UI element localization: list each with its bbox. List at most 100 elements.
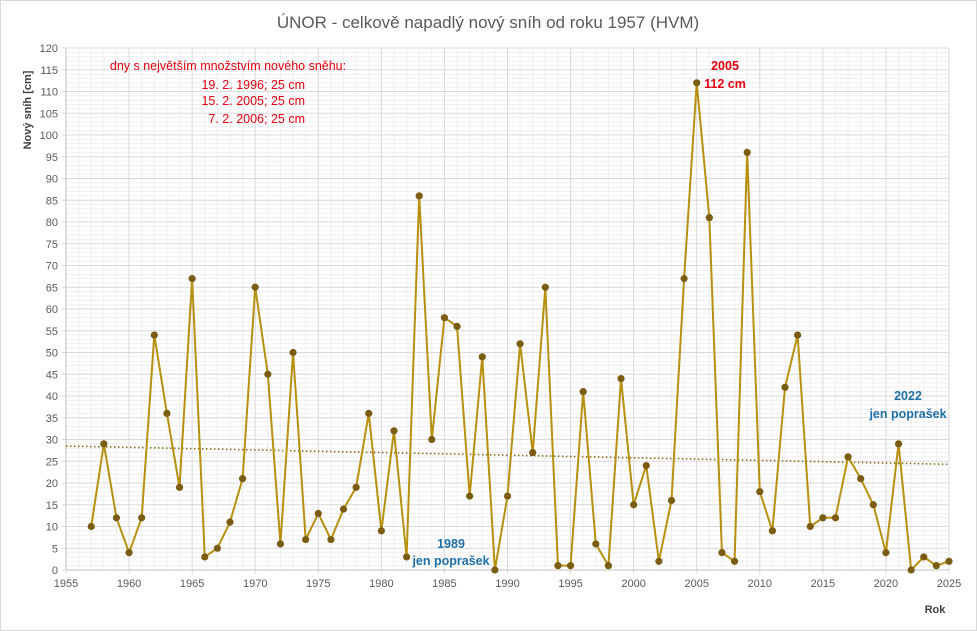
data-point <box>302 535 310 544</box>
data-point <box>150 331 158 339</box>
data-point <box>402 553 411 561</box>
note-1989-year: 1989 <box>437 537 465 551</box>
data-point <box>428 435 436 444</box>
data-point <box>491 566 499 574</box>
data-point <box>87 522 95 531</box>
data-point <box>390 427 398 435</box>
data-point <box>415 192 423 200</box>
data-point <box>730 557 739 565</box>
data-point <box>541 283 549 291</box>
y-axis-label: Nový sníh [cm] <box>22 70 34 149</box>
data-point <box>100 440 108 448</box>
x-tick-label: 1960 <box>117 578 141 590</box>
y-tick-label: 30 <box>46 435 58 447</box>
x-tick-label: 1980 <box>369 578 393 590</box>
y-tick-label: 85 <box>46 195 58 207</box>
data-point <box>857 475 865 483</box>
note-2022-text: jen poprašek <box>868 407 946 421</box>
y-tick-label: 95 <box>46 152 58 164</box>
data-point <box>112 514 121 522</box>
y-tick-label: 105 <box>40 108 58 120</box>
y-tick-label: 10 <box>46 522 58 534</box>
data-point <box>478 353 486 361</box>
data-point <box>579 388 587 396</box>
max-value-label: 112 cm <box>704 77 746 91</box>
data-point <box>920 553 928 561</box>
data-point <box>554 562 562 570</box>
data-point <box>213 544 221 552</box>
data-point <box>276 540 285 548</box>
data-point <box>756 488 764 496</box>
data-point <box>138 514 146 522</box>
data-point <box>617 375 625 383</box>
x-tick-labels: 1955 1960 1965 1970 1975 1980 1985 1990 1995 2000… <box>54 578 961 590</box>
x-tick-label: 1975 <box>306 578 330 590</box>
y-tick-label: 50 <box>46 348 58 360</box>
x-tick-label: 2010 <box>748 578 772 590</box>
y-tick-label: 25 <box>46 456 58 468</box>
data-point <box>251 283 259 291</box>
y-tick-label: 100 <box>40 130 58 142</box>
data-point <box>718 549 726 557</box>
x-tick-label: 2015 <box>811 578 835 590</box>
data-point <box>705 214 713 222</box>
data-point <box>566 562 575 570</box>
x-tick-label: 1955 <box>54 578 78 590</box>
data-point <box>592 540 600 548</box>
data-point <box>667 496 676 504</box>
data-point <box>642 462 650 470</box>
data-point <box>680 274 688 283</box>
x-tick-label: 1995 <box>558 578 582 590</box>
y-tick-label: 115 <box>40 65 58 77</box>
y-tick-label: 35 <box>46 413 58 425</box>
data-point <box>604 562 613 570</box>
gridlines <box>62 47 950 574</box>
data-point <box>882 549 890 557</box>
top-days-header: dny s největším množstvím nového sněhu: <box>110 59 346 73</box>
data-point <box>163 409 171 417</box>
y-tick-label: 15 <box>46 500 58 512</box>
note-2022-year: 2022 <box>894 389 922 403</box>
data-point <box>794 331 802 339</box>
top-days-line-3: 7. 2. 2006; 25 cm <box>208 112 305 126</box>
data-point <box>377 527 385 535</box>
x-tick-label: 1990 <box>495 578 519 590</box>
x-tick-label: 1970 <box>243 578 267 590</box>
y-tick-label: 45 <box>46 369 58 381</box>
data-point <box>693 79 701 87</box>
data-point <box>188 274 196 283</box>
note-1989-text: jen poprašek <box>411 554 489 568</box>
x-tick-label: 1965 <box>180 578 204 590</box>
x-axis-label: Rok <box>925 604 947 616</box>
x-tick-label: 2025 <box>937 578 961 590</box>
y-tick-label: 60 <box>46 304 58 316</box>
data-point <box>365 409 373 417</box>
data-point <box>781 383 789 391</box>
data-point <box>655 557 663 565</box>
data-point <box>314 509 322 518</box>
data-point <box>529 448 537 457</box>
y-tick-label: 40 <box>46 391 58 403</box>
data-point <box>201 553 209 561</box>
y-tick-label: 90 <box>46 174 58 186</box>
data-point <box>440 314 449 322</box>
y-tick-labels: 0 5 10 15 20 25 30 35 40 45 50 55 60 65 70 75 80 85 90 95 10… <box>40 43 58 577</box>
y-tick-label: 110 <box>40 87 58 99</box>
data-point <box>264 370 272 378</box>
y-tick-label: 70 <box>46 261 58 273</box>
max-year-label: 2005 <box>711 59 739 73</box>
data-point <box>327 535 335 544</box>
data-point <box>125 549 133 557</box>
data-point <box>768 527 777 535</box>
y-tick-label: 80 <box>46 217 58 229</box>
data-point <box>907 566 915 574</box>
data-point <box>175 483 184 491</box>
markers-layer <box>87 79 953 574</box>
data-point <box>239 475 247 483</box>
y-tick-label: 120 <box>40 43 58 55</box>
chart-title: ÚNOR - celkově napadlý nový sníh od roku… <box>277 13 699 32</box>
data-point <box>894 440 903 448</box>
y-tick-label: 75 <box>46 239 58 251</box>
data-point <box>453 322 461 330</box>
